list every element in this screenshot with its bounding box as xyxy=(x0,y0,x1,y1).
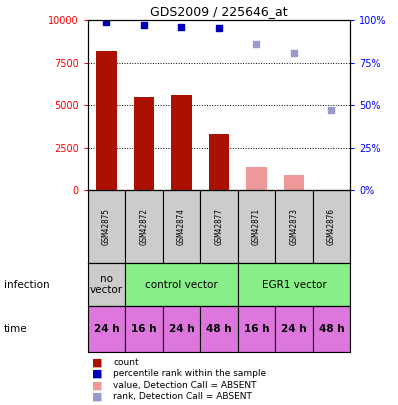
Text: GSM42877: GSM42877 xyxy=(215,208,223,245)
Bar xyxy=(238,190,275,263)
Point xyxy=(291,49,297,56)
Bar xyxy=(275,190,313,263)
Text: count: count xyxy=(113,358,139,367)
Bar xyxy=(238,306,275,352)
Point xyxy=(140,22,147,29)
Text: value, Detection Call = ABSENT: value, Detection Call = ABSENT xyxy=(113,381,257,390)
Text: 24 h: 24 h xyxy=(94,324,119,334)
Text: ■: ■ xyxy=(92,380,102,390)
Point xyxy=(178,24,185,30)
Title: GDS2009 / 225646_at: GDS2009 / 225646_at xyxy=(150,5,288,18)
Text: percentile rank within the sample: percentile rank within the sample xyxy=(113,369,267,378)
Bar xyxy=(246,166,267,190)
Bar xyxy=(88,306,125,352)
Text: GSM42871: GSM42871 xyxy=(252,208,261,245)
Bar xyxy=(125,263,238,306)
Text: time: time xyxy=(4,324,27,334)
Text: infection: infection xyxy=(4,279,50,290)
Bar xyxy=(96,51,117,190)
Text: ■: ■ xyxy=(92,392,102,401)
Bar xyxy=(163,306,200,352)
Bar xyxy=(284,175,304,190)
Text: EGR1 vector: EGR1 vector xyxy=(261,279,326,290)
Text: rank, Detection Call = ABSENT: rank, Detection Call = ABSENT xyxy=(113,392,252,401)
Text: 16 h: 16 h xyxy=(244,324,269,334)
Text: GSM42876: GSM42876 xyxy=(327,208,336,245)
Text: GSM42873: GSM42873 xyxy=(289,208,298,245)
Point xyxy=(216,25,222,31)
Text: 24 h: 24 h xyxy=(169,324,194,334)
Text: GSM42874: GSM42874 xyxy=(177,208,186,245)
Bar xyxy=(200,306,238,352)
Text: GSM42875: GSM42875 xyxy=(102,208,111,245)
Point xyxy=(328,107,335,114)
Point xyxy=(103,19,109,25)
Bar xyxy=(313,306,350,352)
Bar xyxy=(163,190,200,263)
Text: 16 h: 16 h xyxy=(131,324,156,334)
Bar xyxy=(125,306,163,352)
Bar xyxy=(313,190,350,263)
Text: 24 h: 24 h xyxy=(281,324,307,334)
Text: ■: ■ xyxy=(92,369,102,379)
Bar xyxy=(134,97,154,190)
Text: control vector: control vector xyxy=(145,279,218,290)
Bar xyxy=(200,190,238,263)
Bar xyxy=(209,134,229,190)
Bar xyxy=(275,306,313,352)
Bar xyxy=(171,95,192,190)
Text: 48 h: 48 h xyxy=(319,324,344,334)
Bar xyxy=(125,190,163,263)
Bar xyxy=(88,263,125,306)
Point xyxy=(253,41,259,47)
Text: no
vector: no vector xyxy=(90,274,123,295)
Text: 48 h: 48 h xyxy=(206,324,232,334)
Text: GSM42872: GSM42872 xyxy=(139,208,148,245)
Text: ■: ■ xyxy=(92,358,102,367)
Bar xyxy=(238,263,350,306)
Bar xyxy=(88,190,125,263)
